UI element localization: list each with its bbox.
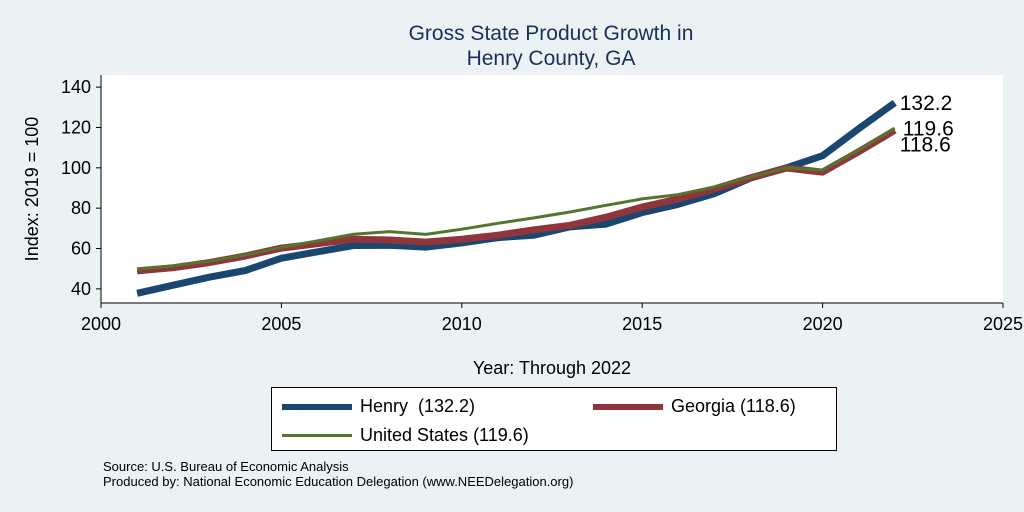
legend-swatch-georgia <box>593 403 663 410</box>
end-label-united-states: 119.6 <box>903 117 954 140</box>
x-tick-label: 2000 <box>81 314 121 334</box>
legend-item-georgia: Georgia (118.6) <box>593 396 796 417</box>
x-tick-label: 2020 <box>803 314 843 334</box>
legend-swatch-united-states <box>282 434 352 437</box>
x-tick-label: 2010 <box>442 314 482 334</box>
source-note: Source: U.S. Bureau of Economic Analysis… <box>103 459 573 489</box>
y-tick-label: 100 <box>61 158 91 178</box>
x-tick-label: 2025 <box>983 314 1023 334</box>
end-label-georgia: 118.6 <box>900 133 951 156</box>
legend-label-georgia: Georgia (118.6) <box>671 396 796 416</box>
chart-title-line-1: Gross State Product Growth in <box>409 22 694 45</box>
legend-swatch-henry <box>282 403 352 410</box>
x-axis-label: Year: Through 2022 <box>473 358 631 378</box>
y-tick-label: 40 <box>71 279 91 299</box>
y-tick-label: 120 <box>61 117 91 137</box>
y-tick-label: 60 <box>71 239 91 259</box>
x-tick-label: 2005 <box>261 314 301 334</box>
legend-item-united-states: United States (119.6) <box>282 425 529 446</box>
chart-title-line-2: Henry County, GA <box>467 47 636 70</box>
series-layer <box>136 99 897 297</box>
series-line-united-states <box>136 127 896 271</box>
produced-by-line: Produced by: National Economic Education… <box>103 474 574 489</box>
x-tick-label: 2015 <box>622 314 662 334</box>
legend-label-henry: Henry (132.2) <box>360 396 476 416</box>
y-tick-label: 140 <box>61 77 91 97</box>
source-line: Source: U.S. Bureau of Economic Analysis <box>103 459 349 474</box>
legend: Henry (132.2) Georgia (118.6) United Sta… <box>271 387 837 451</box>
axes: 40 60 80 100 120 140 2000 2005 2010 2015 2020 2025 <box>61 75 1023 334</box>
legend-item-henry: Henry (132.2) <box>282 396 475 417</box>
y-tick-label: 80 <box>71 198 91 218</box>
y-axis-label: Index: 2019 = 100 <box>22 117 42 262</box>
end-label-henry: 132.2 <box>900 92 953 115</box>
legend-label-united-states: United States (119.6) <box>360 425 529 445</box>
